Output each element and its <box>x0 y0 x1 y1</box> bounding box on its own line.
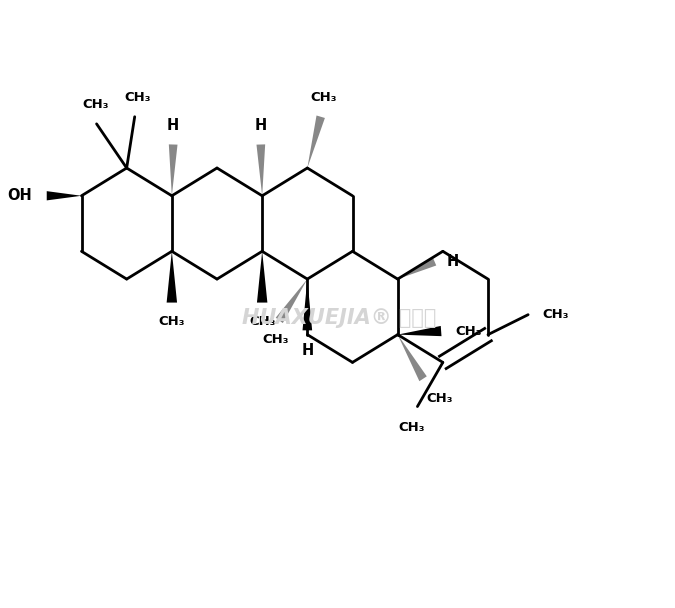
Text: CH₃: CH₃ <box>249 316 275 328</box>
Text: HUAXUEJIA® 化学加: HUAXUEJIA® 化学加 <box>242 308 437 328</box>
Polygon shape <box>47 191 82 201</box>
Text: H: H <box>301 343 313 358</box>
Polygon shape <box>302 279 312 330</box>
Text: H: H <box>446 254 459 269</box>
Polygon shape <box>256 144 265 196</box>
Polygon shape <box>169 144 178 196</box>
Polygon shape <box>257 251 267 303</box>
Text: H: H <box>167 118 180 133</box>
Polygon shape <box>307 116 325 168</box>
Text: CH₃: CH₃ <box>456 325 483 337</box>
Text: CH₃: CH₃ <box>159 316 185 328</box>
Text: CH₃: CH₃ <box>82 98 109 111</box>
Text: CH₃: CH₃ <box>427 392 453 404</box>
Text: CH₃: CH₃ <box>310 91 338 104</box>
Text: H: H <box>254 118 267 133</box>
Text: CH₃: CH₃ <box>543 308 569 321</box>
Polygon shape <box>275 279 307 323</box>
Text: CH₃: CH₃ <box>399 421 425 434</box>
Polygon shape <box>398 334 427 381</box>
Text: CH₃: CH₃ <box>125 91 151 104</box>
Text: OH: OH <box>7 188 32 203</box>
Polygon shape <box>167 251 177 303</box>
Polygon shape <box>398 326 441 336</box>
Polygon shape <box>398 257 436 279</box>
Text: CH₃: CH₃ <box>263 333 289 346</box>
